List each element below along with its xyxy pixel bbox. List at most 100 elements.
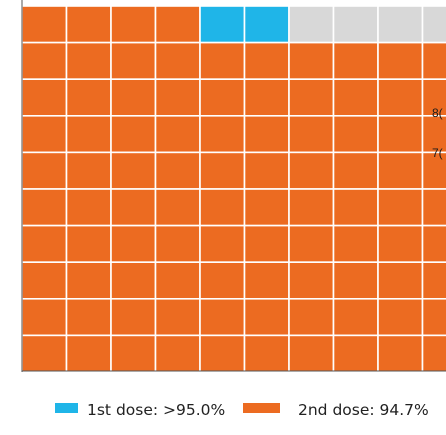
- waffle-cell-second-dose: [21, 5, 68, 44]
- waffle-cell-second-dose: [199, 297, 246, 337]
- waffle-cell-second-dose: [243, 41, 290, 80]
- waffle-cell-second-dose: [288, 297, 335, 337]
- waffle-cell-second-dose: [154, 78, 201, 117]
- waffle-cell-second-dose: [154, 188, 201, 227]
- waffle-cell-second-dose: [332, 151, 379, 190]
- waffle-cell-second-dose: [288, 188, 335, 227]
- waffle-cell-second-dose: [65, 41, 112, 80]
- waffle-cell-first-dose: [243, 5, 290, 44]
- waffle-cell-second-dose: [377, 115, 424, 154]
- waffle-cell-second-dose: [421, 41, 446, 80]
- waffle-cell-second-dose: [110, 5, 157, 44]
- waffle-cell-second-dose: [65, 78, 112, 117]
- waffle-cell-second-dose: [421, 334, 446, 372]
- waffle-cell-second-dose: [243, 115, 290, 154]
- legend-label-second-dose: 2nd dose: 94.7%: [298, 401, 429, 419]
- waffle-cell-not-covered: [377, 5, 424, 44]
- waffle-cell-second-dose: [243, 261, 290, 300]
- waffle-cell-second-dose: [65, 334, 112, 372]
- waffle-cell-second-dose: [154, 5, 201, 44]
- waffle-cell-second-dose: [243, 297, 290, 337]
- waffle-cell-second-dose: [65, 151, 112, 190]
- waffle-cell-second-dose: [65, 188, 112, 227]
- waffle-cell-second-dose: [332, 334, 379, 372]
- waffle-cell-second-dose: [199, 224, 246, 264]
- waffle-cell-second-dose: [199, 151, 246, 190]
- legend-label-first-dose: 1st dose: >95.0%: [87, 401, 226, 419]
- waffle-cell-not-covered: [421, 5, 446, 44]
- waffle-cell-second-dose: [288, 261, 335, 300]
- waffle-cell-second-dose: [154, 151, 201, 190]
- waffle-chart: 8( 7(: [21, 0, 446, 372]
- waffle-cell-second-dose: [21, 188, 68, 227]
- waffle-cell-second-dose: [199, 115, 246, 154]
- waffle-cell-second-dose: [332, 261, 379, 300]
- waffle-cell-second-dose: [65, 224, 112, 264]
- waffle-cell-second-dose: [288, 41, 335, 80]
- waffle-cell-second-dose: [154, 115, 201, 154]
- waffle-cell-second-dose: [332, 188, 379, 227]
- waffle-cell-second-dose: [243, 188, 290, 227]
- waffle-cell-second-dose: [377, 224, 424, 264]
- waffle-cell-second-dose: [332, 78, 379, 117]
- waffle-cell-second-dose: [110, 261, 157, 300]
- waffle-cell-second-dose: [110, 188, 157, 227]
- waffle-cell-second-dose: [199, 261, 246, 300]
- waffle-cell-second-dose: [332, 297, 379, 337]
- waffle-cell-second-dose: [21, 151, 68, 190]
- waffle-cell-second-dose: [21, 224, 68, 264]
- waffle-cell-second-dose: [110, 41, 157, 80]
- legend-swatch-first-dose: [55, 403, 78, 413]
- waffle-cell-second-dose: [21, 115, 68, 154]
- waffle-cell-second-dose: [154, 334, 201, 372]
- waffle-cell-second-dose: [377, 297, 424, 337]
- partial-tick-label: 7(: [432, 146, 443, 160]
- waffle-cell-second-dose: [110, 115, 157, 154]
- waffle-cell-second-dose: [288, 115, 335, 154]
- waffle-cell-second-dose: [243, 224, 290, 264]
- waffle-cell-second-dose: [421, 261, 446, 300]
- waffle-cell-second-dose: [65, 115, 112, 154]
- waffle-cell-second-dose: [65, 261, 112, 300]
- waffle-cell-second-dose: [154, 41, 201, 80]
- waffle-cell-second-dose: [21, 78, 68, 117]
- waffle-cell-second-dose: [65, 5, 112, 44]
- waffle-cell-second-dose: [377, 78, 424, 117]
- waffle-cell-second-dose: [110, 151, 157, 190]
- waffle-cell-second-dose: [65, 297, 112, 337]
- waffle-cell-second-dose: [21, 261, 68, 300]
- waffle-cell-second-dose: [21, 297, 68, 337]
- waffle-cell-second-dose: [288, 224, 335, 264]
- waffle-cell-second-dose: [377, 334, 424, 372]
- waffle-cell-not-covered: [332, 5, 379, 44]
- waffle-cell-second-dose: [377, 151, 424, 190]
- waffle-cell-second-dose: [154, 224, 201, 264]
- waffle-cell-second-dose: [421, 297, 446, 337]
- waffle-cell-second-dose: [332, 41, 379, 80]
- waffle-cell-second-dose: [332, 115, 379, 154]
- waffle-cell-second-dose: [332, 224, 379, 264]
- waffle-cell-second-dose: [199, 41, 246, 80]
- waffle-cell-second-dose: [377, 188, 424, 227]
- waffle-svg: 8( 7(: [21, 0, 446, 372]
- waffle-cell-second-dose: [110, 334, 157, 372]
- legend-swatch-second-dose: [243, 403, 280, 413]
- waffle-cell-second-dose: [288, 151, 335, 190]
- waffle-cell-first-dose: [199, 5, 246, 44]
- waffle-cell-second-dose: [243, 78, 290, 117]
- waffle-cell-second-dose: [199, 78, 246, 117]
- waffle-cell-second-dose: [199, 188, 246, 227]
- waffle-cell-not-covered: [288, 5, 335, 44]
- waffle-cell-second-dose: [110, 297, 157, 337]
- waffle-cell-second-dose: [243, 151, 290, 190]
- waffle-cell-second-dose: [377, 261, 424, 300]
- waffle-cell-second-dose: [110, 224, 157, 264]
- waffle-cell-second-dose: [199, 334, 246, 372]
- waffle-cell-second-dose: [243, 334, 290, 372]
- waffle-cell-second-dose: [154, 297, 201, 337]
- waffle-cell-second-dose: [21, 41, 68, 80]
- partial-tick-label: 8(: [432, 106, 443, 120]
- waffle-cell-second-dose: [421, 188, 446, 227]
- waffle-cell-second-dose: [288, 334, 335, 372]
- waffle-cell-second-dose: [21, 334, 68, 372]
